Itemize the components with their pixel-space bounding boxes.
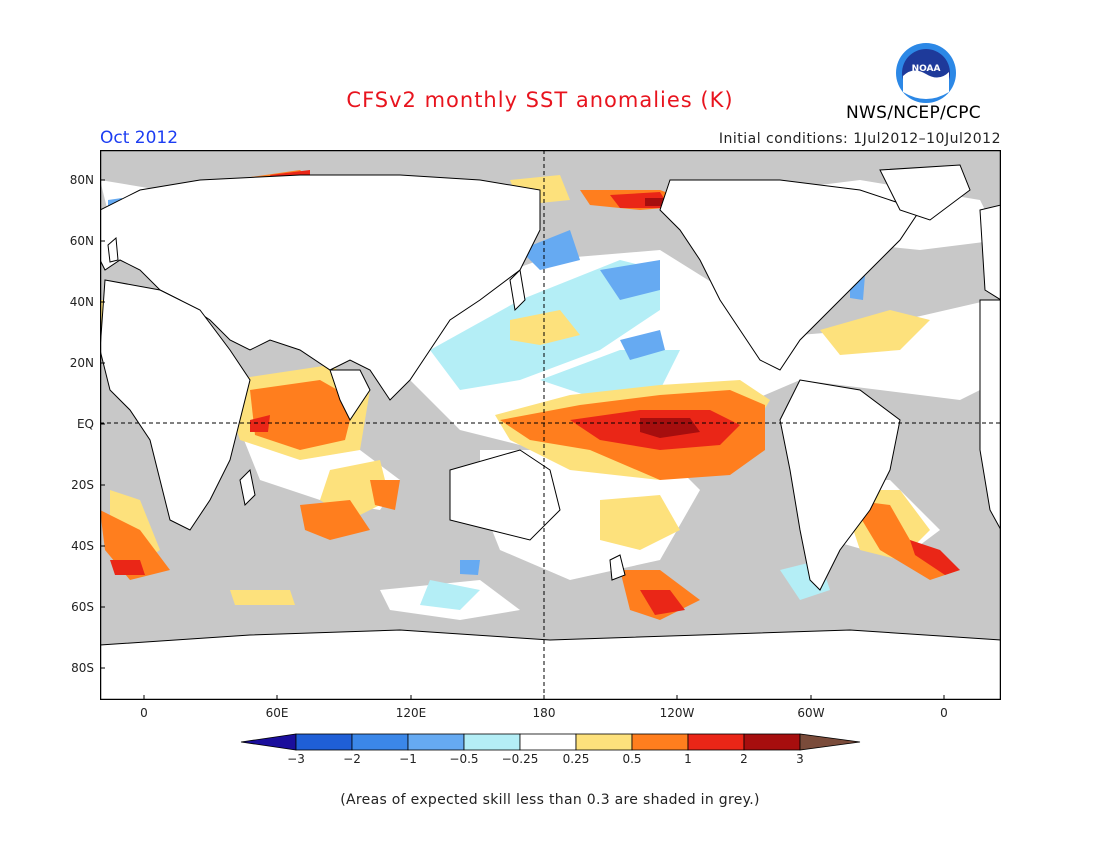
lat-label-40s: 40S [71, 539, 94, 553]
colorbar-segment-05-1 [631, 733, 689, 751]
australia [449, 449, 561, 541]
colorbar-segment-025-05 [575, 733, 633, 751]
forecast-month: Oct 2012 [100, 128, 179, 148]
colorbar-label-05: 0.5 [622, 752, 642, 766]
lon-label-60w: 60W [797, 706, 825, 720]
colorbar-label-minus025: −0.25 [501, 752, 539, 766]
europe-asia [100, 174, 541, 401]
colorbar-label-1: 1 [684, 752, 692, 766]
colorbar-label-3: 3 [796, 752, 804, 766]
colorbar-segment-2-3 [743, 733, 801, 751]
lat-label-40n: 40N [69, 295, 94, 309]
colorbar [240, 733, 861, 751]
colorbar-segment-minus2-minus1 [351, 733, 409, 751]
lat-label-80n: 80N [69, 173, 94, 187]
lon-label-0-right: 0 [940, 706, 948, 720]
colorbar-segment-minus05-minus025 [463, 733, 521, 751]
logo-wave [903, 70, 949, 99]
colorbar-segment-minus025-025 [519, 733, 577, 751]
sst-anomaly-map [100, 150, 1001, 700]
lon-label-60e: 60E [265, 706, 289, 720]
uk [107, 236, 119, 263]
land-masses-wrap [979, 204, 1001, 531]
logo-text: NOAA [912, 64, 941, 74]
colorbar-label-minus2: −2 [343, 752, 361, 766]
lon-label-0-left: 0 [140, 706, 148, 720]
chart-title: CFSv2 monthly SST anomalies (K) [346, 88, 734, 112]
colorbar-label-minus05: −0.5 [449, 752, 479, 766]
lon-label-120w: 120W [659, 706, 695, 720]
blue-anomaly-areas [108, 198, 865, 575]
noaa-logo: NOAA [896, 43, 956, 103]
lat-label-20n: 20N [69, 356, 94, 370]
colorbar-segment-minus1-minus05 [407, 733, 465, 751]
madagascar [239, 468, 256, 507]
map-ticks [100, 179, 945, 700]
greenland [879, 164, 971, 221]
agency-label: NWS/NCEP/CPC [846, 103, 981, 123]
colorbar-label-025: 0.25 [562, 752, 590, 766]
map-frame [100, 150, 1001, 700]
colorbar-segment-lt-minus3 [240, 733, 297, 751]
lat-label-eq: EQ [76, 417, 94, 431]
africa [100, 279, 251, 531]
colorbar-segment-minus3-minus2 [295, 733, 353, 751]
lat-label-60s: 60S [71, 600, 94, 614]
lat-label-20s: 20S [71, 478, 94, 492]
colorbar-segment-1-2 [687, 733, 745, 751]
lon-label-180: 180 [532, 706, 556, 720]
india [329, 369, 371, 421]
new-zealand [609, 554, 626, 581]
antarctica [100, 629, 1001, 700]
initial-conditions: Initial conditions: 1Jul2012–10Jul2012 [718, 131, 1001, 147]
colorbar-label-2: 2 [740, 752, 748, 766]
land-masses [100, 164, 1001, 700]
colorbar-label-minus1: −1 [399, 752, 417, 766]
footnote: (Areas of expected skill less than 0.3 a… [340, 792, 760, 808]
south-america [779, 379, 901, 591]
lat-label-80s: 80S [71, 661, 94, 675]
colorbar-label-minus3: −3 [287, 752, 305, 766]
japan [509, 268, 526, 312]
lat-label-60n: 60N [69, 234, 94, 248]
lon-label-120e: 120E [395, 706, 427, 720]
colorbar-segment-gt-3 [799, 733, 861, 751]
